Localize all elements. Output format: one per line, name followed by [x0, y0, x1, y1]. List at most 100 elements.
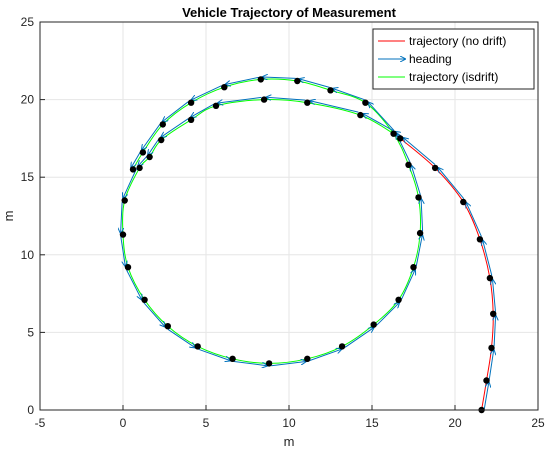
- x-tick-label: 5: [203, 416, 210, 430]
- heading-arrow: [142, 124, 161, 149]
- measurement-point: [187, 99, 195, 106]
- heading-arrow: [494, 316, 496, 347]
- heading-arrow: [309, 349, 341, 361]
- y-tick-label: 10: [21, 248, 35, 262]
- heading-arrow: [363, 114, 394, 132]
- heading-arrow: [333, 89, 365, 101]
- heading-arrow: [376, 303, 399, 326]
- legend-label: heading: [409, 52, 452, 66]
- measurement-point: [416, 229, 424, 237]
- heading-arrow: [226, 76, 259, 84]
- measurement-point: [141, 296, 148, 303]
- measurement-point: [476, 236, 484, 243]
- chart-title: Vehicle Trajectory of Measurement: [182, 5, 397, 20]
- x-tick-label: -5: [35, 416, 46, 430]
- measurement-point: [338, 343, 346, 350]
- y-tick-label: 5: [27, 325, 34, 339]
- measurement-point: [486, 274, 494, 282]
- y-axis-label: m: [1, 211, 16, 222]
- legend: trajectory (no drift) heading trajectory (…: [372, 28, 535, 90]
- measurement-point: [121, 197, 128, 204]
- heading-arrow: [234, 361, 267, 366]
- measurement-point: [159, 121, 166, 128]
- x-axis-label: m: [284, 434, 295, 449]
- y-tick-label: 25: [21, 15, 35, 29]
- heading-arrow: [466, 203, 482, 237]
- heading-arrow: [148, 139, 159, 154]
- legend-label: trajectory (no drift): [409, 34, 506, 48]
- measurement-point: [405, 161, 412, 168]
- measurement-point: [139, 149, 147, 156]
- heading-arrow: [161, 118, 189, 137]
- heading-arrow: [198, 348, 230, 360]
- measurement-point: [390, 130, 397, 137]
- measurement-point: [460, 198, 467, 206]
- measurement-point: [187, 116, 195, 124]
- y-tick-label: 15: [21, 170, 35, 184]
- heading-arrow: [483, 241, 493, 276]
- heading-arrow: [191, 103, 214, 117]
- measurement-point: [304, 355, 311, 362]
- trajectory-no-drift-line: [393, 133, 494, 411]
- heading-arrow: [271, 362, 305, 367]
- y-tick-label: 20: [21, 93, 35, 107]
- measurement-point: [164, 323, 171, 330]
- heading-arrow: [404, 138, 436, 165]
- x-tick-label: 25: [531, 416, 545, 430]
- measurement-point: [362, 99, 369, 106]
- heading-arrow: [131, 151, 141, 167]
- heading-arrow: [411, 166, 421, 196]
- heading-arrow: [401, 270, 415, 300]
- heading-arrow: [123, 168, 138, 198]
- heading-arrow: [126, 269, 142, 299]
- x-tick-label: 20: [448, 416, 462, 430]
- measurement-point: [260, 96, 268, 103]
- measurement-point: [327, 87, 334, 94]
- measurement-point: [129, 166, 137, 173]
- measurement-point: [488, 344, 495, 352]
- measurement-point: [257, 76, 264, 83]
- heading-arrow: [138, 155, 148, 166]
- x-tick-label: 15: [365, 416, 379, 430]
- heading-arrow: [415, 235, 422, 267]
- heading-arrow: [121, 202, 123, 233]
- measurement-point: [229, 355, 236, 362]
- heading-arrow: [218, 96, 262, 103]
- measurement-point: [415, 194, 422, 201]
- measurement-point: [410, 264, 417, 271]
- heading-arrow: [167, 328, 195, 347]
- measurement-point: [370, 321, 377, 328]
- y-tick-label: 0: [27, 403, 34, 417]
- heading-arrow: [311, 101, 359, 113]
- measurement-point: [194, 343, 201, 350]
- measurement-point: [294, 77, 301, 85]
- measurement-point: [212, 102, 220, 110]
- measurement-point: [124, 264, 132, 271]
- plot-content: [119, 76, 497, 414]
- measurement-point: [158, 136, 165, 144]
- measurement-point: [395, 296, 402, 303]
- measurement-point: [221, 84, 228, 91]
- measurement-point: [146, 153, 153, 161]
- heading-arrow: [344, 328, 373, 348]
- heading-arrow: [493, 280, 496, 312]
- measurement-point: [431, 164, 439, 172]
- x-tick-label: 10: [282, 416, 296, 430]
- heading-arrow: [120, 236, 126, 266]
- heading-arrow: [143, 302, 165, 327]
- measurement-point: [397, 135, 404, 142]
- legend-label: trajectory (isdrift): [409, 70, 498, 84]
- heading-arrow: [300, 79, 330, 88]
- heading-arrow: [266, 97, 306, 100]
- measurement-point: [483, 377, 490, 384]
- heading-arrow: [438, 168, 465, 200]
- heading-arrow: [488, 350, 493, 380]
- heading-arrow: [483, 382, 489, 409]
- measurement-point: [136, 164, 143, 172]
- heading-arrow: [263, 77, 296, 78]
- heading-arrow: [421, 199, 423, 232]
- heading-arrow: [369, 103, 395, 131]
- measurement-point: [119, 231, 127, 238]
